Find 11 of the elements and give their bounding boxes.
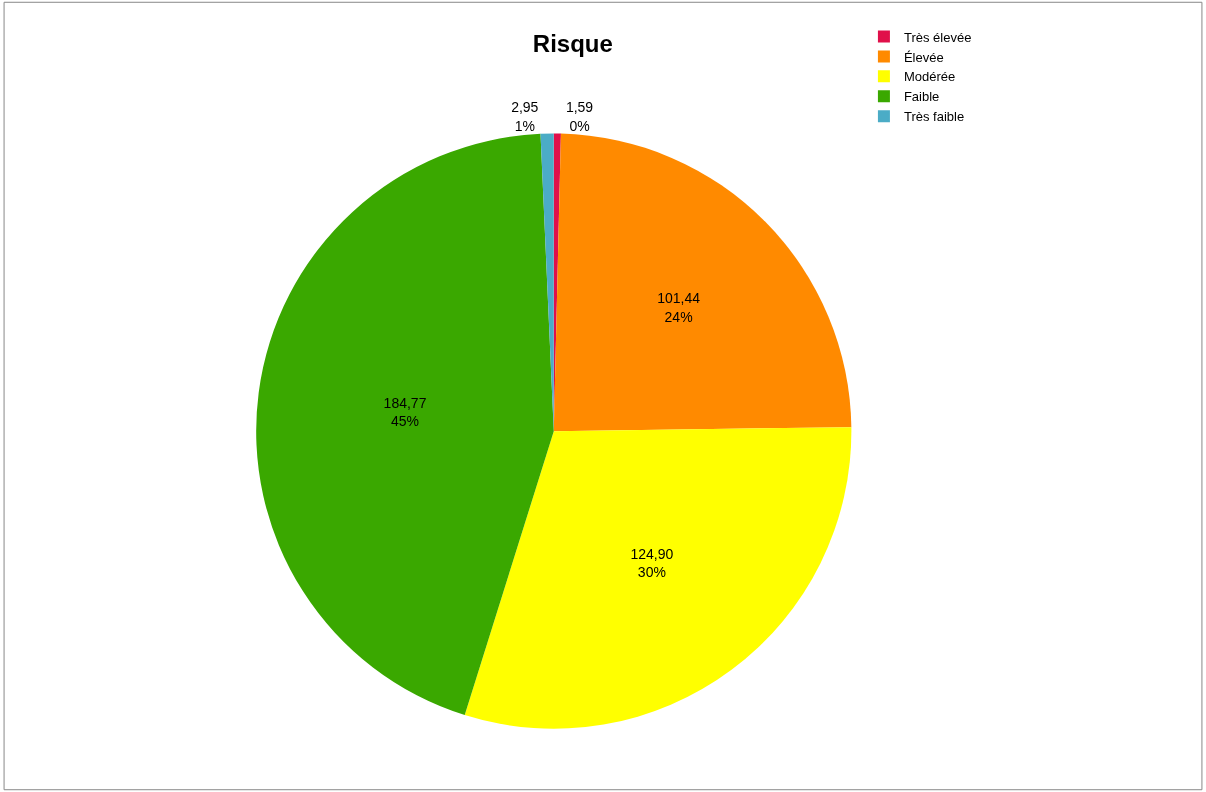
data-label: 2,95 1%	[511, 99, 539, 134]
legend-label: Faible	[903, 89, 940, 105]
data-label: 101,44 24%	[657, 290, 701, 325]
legend-label: Modérée	[903, 69, 956, 85]
data-label: 184,77 45%	[383, 394, 427, 429]
legend-label: Élevée	[903, 49, 944, 65]
data-label: 124,90 30%	[630, 545, 674, 581]
legend-label: Très faible	[903, 109, 965, 125]
data-label: 1,59 0%	[565, 99, 594, 134]
chart-title: Risque	[532, 30, 613, 58]
legend-label: Très élevée	[903, 29, 972, 45]
